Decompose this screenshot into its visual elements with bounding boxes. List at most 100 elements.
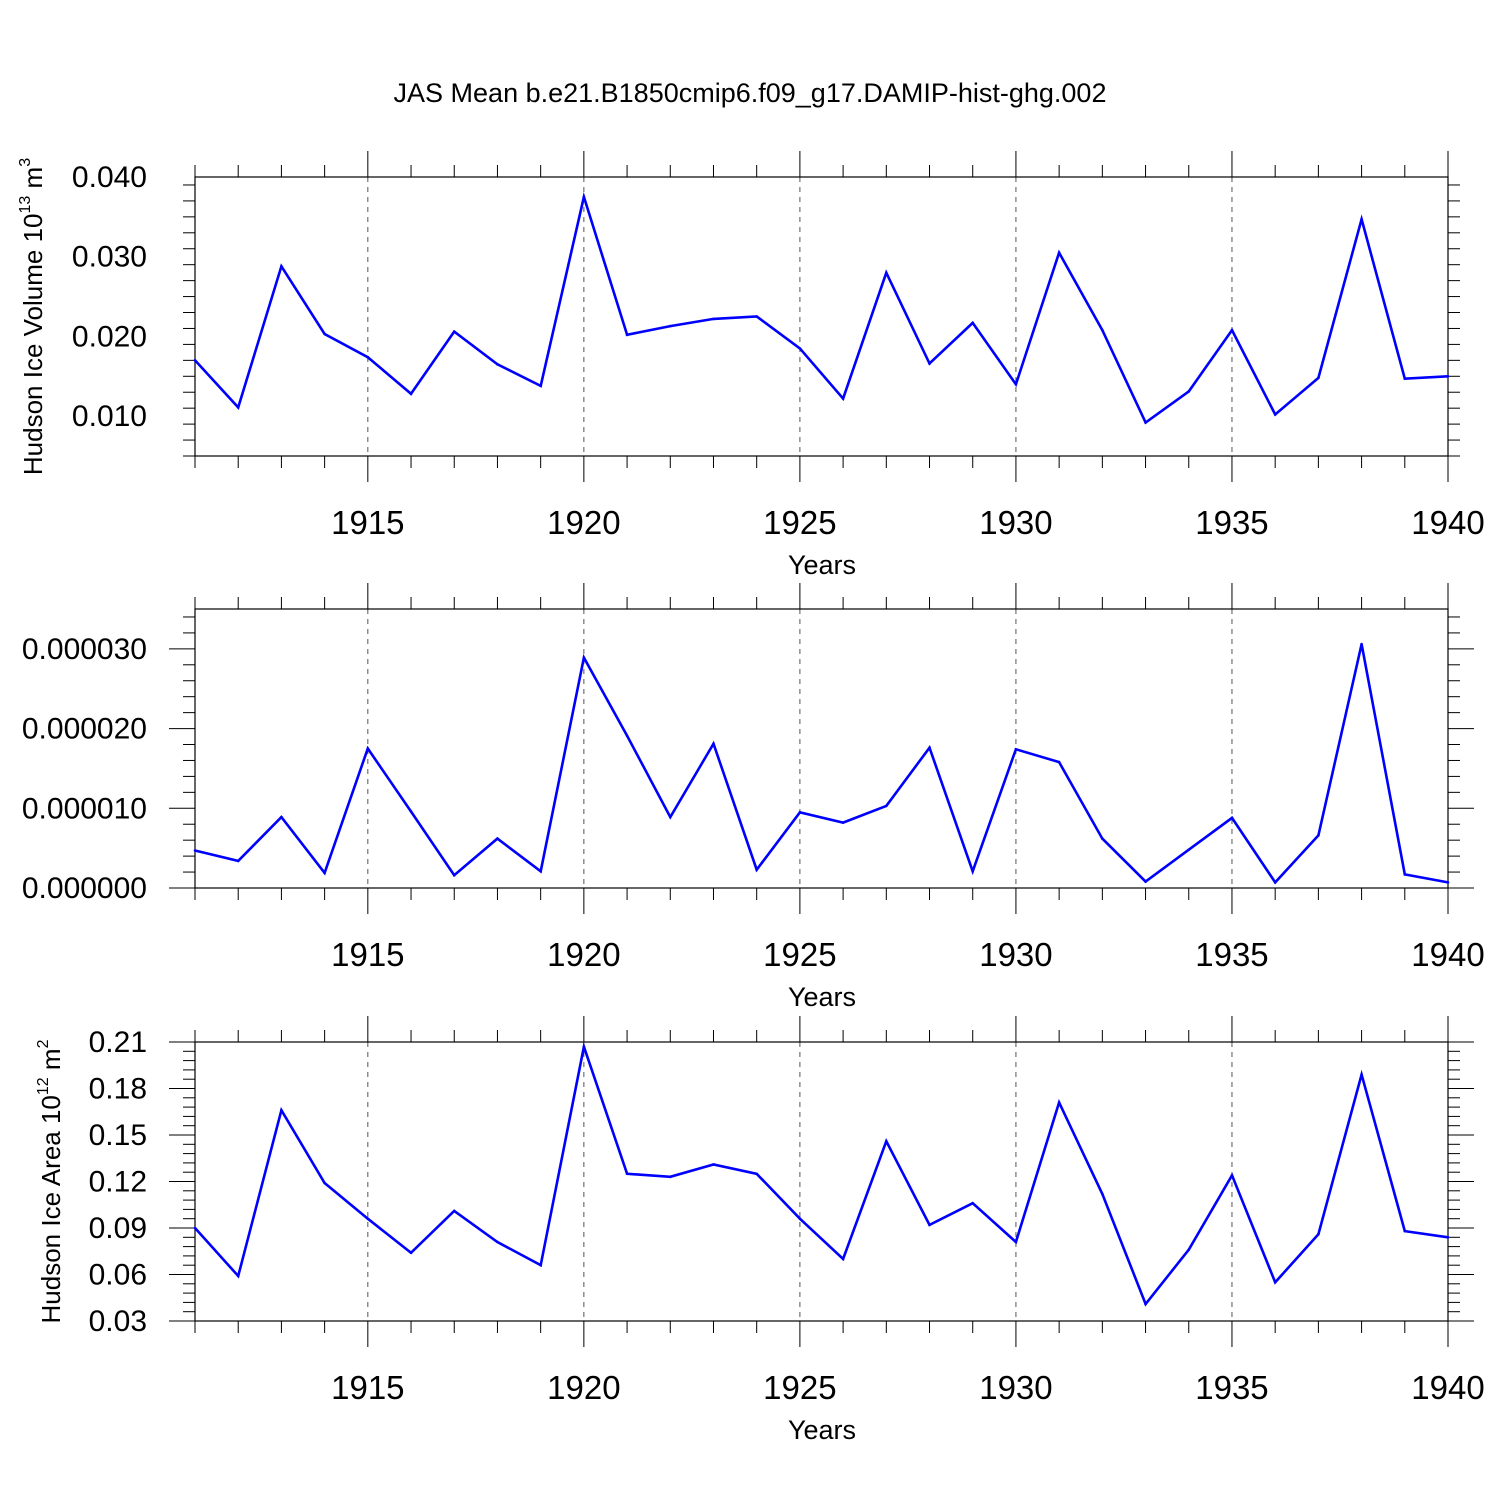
data-point: [1014, 747, 1018, 751]
panel-2: 0.000000 0.000010 0.000020 0.000030 1915 1920…: [22, 583, 1485, 1012]
data-point: [885, 804, 888, 808]
data-point: [971, 321, 975, 325]
data-point: [1144, 1302, 1147, 1306]
data-point: [582, 1045, 586, 1048]
x-tick-label: 1930: [979, 936, 1052, 973]
data-point: [928, 746, 931, 750]
y-tick-label: 0.21: [89, 1026, 147, 1059]
data-point: [928, 362, 931, 365]
y-axis-label-exponent: 12: [35, 1077, 52, 1095]
y-tick-label: 0.020: [72, 320, 147, 353]
data-point: [755, 1172, 758, 1176]
x-tick-label: 1915: [331, 936, 404, 973]
data-point: [236, 406, 240, 409]
data-point: [625, 734, 629, 738]
data-point: [1187, 848, 1191, 852]
data-point: [1057, 760, 1061, 764]
data-point: [885, 271, 888, 274]
y-axis-label: Hudson Ice Area 1012 m2: [35, 1039, 66, 1323]
data-point: [1144, 880, 1147, 883]
y-axis-label-unit: m: [18, 167, 48, 196]
data-point: [582, 195, 586, 199]
data-point: [1230, 328, 1234, 332]
y-tick-label: 0.010: [72, 400, 147, 433]
data-point: [625, 1172, 629, 1176]
y-tick-label: 0.03: [89, 1305, 147, 1338]
data-point: [798, 1217, 802, 1220]
data-point: [755, 315, 758, 318]
plot-frame: [194, 1041, 1449, 1322]
data-point: [668, 324, 672, 328]
data-point: [798, 810, 802, 814]
data-point: [1317, 1232, 1320, 1236]
y-tick-label: 0.000020: [22, 713, 147, 746]
x-tick-label: 1935: [1195, 504, 1268, 541]
x-tick-label: 1920: [547, 936, 620, 973]
data-point: [798, 347, 802, 350]
data-point: [452, 1209, 456, 1213]
y-axis-label: Hudson Ice Volume 1013 m3: [17, 158, 48, 475]
data-point: [496, 837, 499, 840]
data-point: [582, 656, 586, 659]
data-point: [236, 859, 240, 863]
x-tick-label: 1915: [331, 504, 404, 541]
plot-frame: [194, 608, 1449, 889]
x-tick-label: 1915: [331, 1369, 404, 1406]
y-axis-label-unit-exponent: 2: [35, 1039, 52, 1048]
series-line: [194, 643, 1449, 885]
y-tick-label: 0.15: [89, 1119, 147, 1152]
data-point: [539, 1263, 542, 1267]
data-point: [452, 873, 456, 877]
data-point: [1273, 881, 1277, 884]
x-tick-label: 1935: [1195, 1369, 1268, 1406]
data-point: [409, 810, 413, 813]
data-point: [1187, 390, 1191, 393]
data-point: [1014, 1240, 1018, 1244]
data-point: [193, 849, 197, 852]
data-point: [1057, 251, 1061, 255]
panel-1: 0.010 0.020 0.030 0.040 1915 1920 1925 1930 1935…: [17, 151, 1485, 580]
y-tick-label: 0.09: [89, 1212, 147, 1245]
x-tick-label: 1930: [979, 1369, 1052, 1406]
data-point: [1446, 374, 1450, 378]
data-point: [841, 1257, 845, 1261]
series-line: [194, 1041, 1449, 1307]
data-point: [366, 1217, 370, 1220]
data-point: [755, 868, 758, 871]
x-tick-label: 1940: [1411, 1369, 1484, 1406]
data-point: [712, 317, 715, 321]
data-point: [712, 742, 715, 746]
data-point: [280, 264, 283, 268]
data-point: [539, 869, 542, 873]
x-tick-label: 1935: [1195, 936, 1268, 973]
data-point: [1230, 816, 1234, 820]
data-point: [236, 1274, 240, 1278]
x-axis-label: Years: [788, 550, 856, 580]
data-point: [1014, 382, 1018, 386]
data-point: [323, 1181, 326, 1185]
data-point: [971, 1201, 975, 1205]
data-point: [1403, 1229, 1407, 1233]
data-point: [1317, 834, 1320, 837]
data-point: [841, 397, 845, 400]
data-point: [625, 333, 629, 337]
data-point: [452, 330, 456, 333]
x-axis-label: Years: [788, 1415, 856, 1445]
data-point: [1360, 642, 1363, 646]
data-point: [712, 1163, 715, 1166]
data-point: [323, 332, 326, 336]
y-axis-label-exponent: 13: [17, 196, 34, 214]
series-line: [194, 191, 1449, 425]
data-point: [539, 384, 542, 388]
data-point: [1273, 413, 1277, 416]
y-tick-label: 0.000030: [22, 633, 147, 666]
x-axis-label: Years: [788, 982, 856, 1012]
y-tick-label: 0.030: [72, 241, 147, 274]
data-point: [1057, 1101, 1061, 1104]
data-point: [668, 815, 672, 819]
data-point: [885, 1139, 888, 1143]
data-point: [971, 869, 975, 873]
y-tick-label: 0.000000: [22, 872, 147, 905]
x-tick-label: 1925: [763, 504, 836, 541]
